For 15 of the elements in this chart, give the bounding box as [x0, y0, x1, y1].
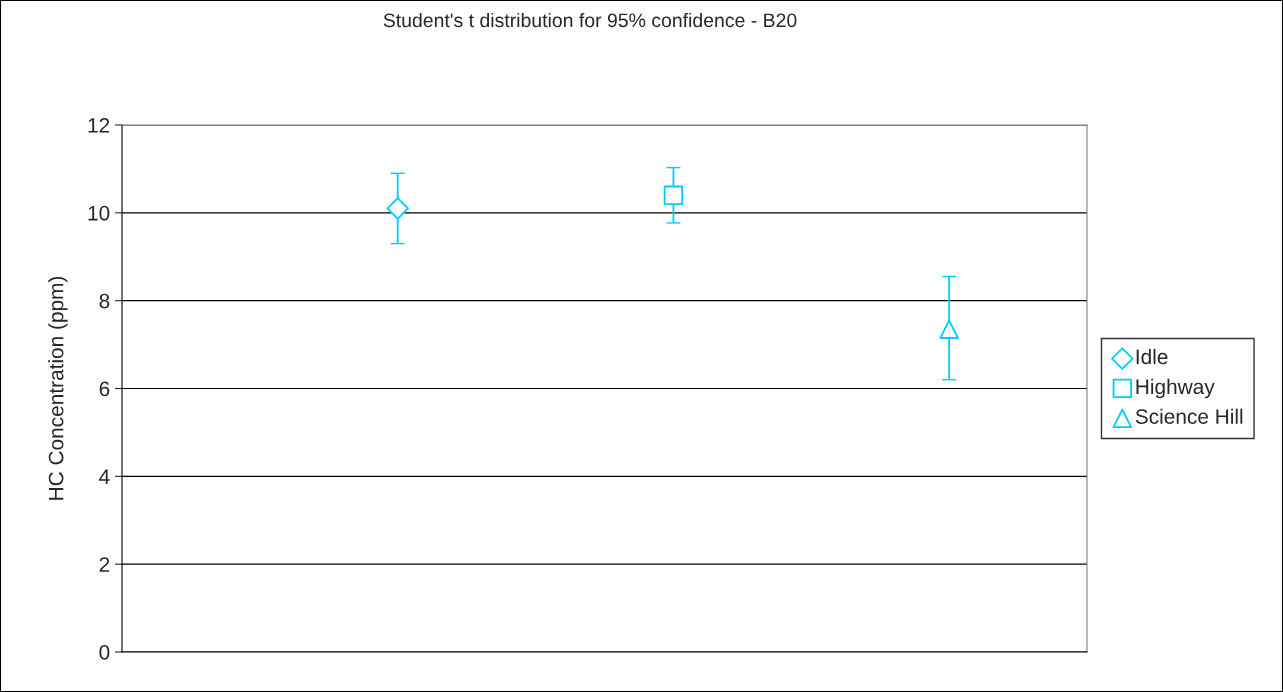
y-axis-title: HC Concentration (ppm): [48, 276, 68, 500]
y-tick-label: 0: [99, 645, 110, 660]
chart-title: Student's t distribution for 95% confidence - B20: [383, 12, 797, 28]
y-tick-label: 4: [99, 469, 110, 484]
y-tick-label: 10: [88, 205, 110, 221]
y-tick-label: 8: [99, 293, 110, 309]
legend-label: Science Hill: [1135, 408, 1243, 424]
y-tick-label: 6: [99, 381, 110, 397]
y-tick-label: 2: [99, 557, 110, 572]
legend-label: Highway: [1136, 378, 1215, 399]
point: [386, 197, 409, 220]
point: [663, 185, 684, 205]
y-tick-label: 12: [88, 118, 110, 133]
point: [939, 319, 959, 339]
legend-label: Idle: [1136, 348, 1168, 365]
